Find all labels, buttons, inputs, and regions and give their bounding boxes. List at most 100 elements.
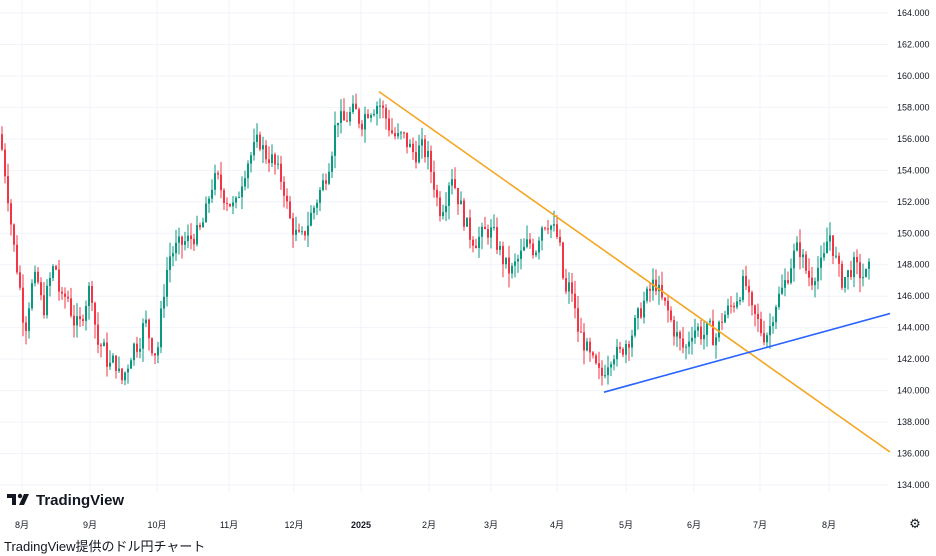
candle-body	[352, 103, 354, 113]
candle-body	[166, 269, 168, 297]
candle-body	[631, 335, 633, 348]
candle-body	[472, 239, 474, 246]
candle-body	[127, 368, 129, 373]
candle-body	[19, 272, 21, 288]
x-tick-label: 6月	[687, 520, 701, 530]
candle-body	[85, 306, 87, 321]
candle-body	[373, 113, 375, 116]
candle-body	[253, 142, 255, 156]
candle-body	[826, 241, 828, 254]
candlesticks	[1, 93, 870, 386]
candle-body	[772, 322, 774, 327]
candle-body	[196, 225, 198, 245]
candle-body	[757, 313, 759, 320]
candle-body	[73, 315, 75, 326]
candle-body	[124, 372, 126, 381]
candle-body	[160, 308, 162, 348]
candle-body	[868, 261, 870, 269]
candle-body	[853, 257, 855, 277]
candle-body	[640, 308, 642, 318]
candle-body	[604, 375, 606, 377]
candle-body	[130, 360, 132, 369]
candle-body	[190, 235, 192, 240]
candle-body	[247, 163, 249, 179]
candle-body	[52, 266, 54, 278]
candle-body	[22, 287, 24, 323]
candle-body	[532, 243, 534, 256]
candle-body	[154, 353, 156, 356]
candle-body	[28, 308, 30, 331]
candle-body	[511, 265, 513, 274]
candle-body	[388, 118, 390, 131]
candle-body	[205, 203, 207, 223]
price-chart[interactable]: 164.000 162.000 160.000 158.000 156.000 154.0…	[0, 0, 936, 530]
candle-body	[841, 263, 843, 288]
x-tick-label: 4月	[550, 520, 564, 530]
candle-body	[82, 319, 84, 321]
candle-body	[385, 107, 387, 119]
trendline	[378, 91, 891, 453]
candle-body	[724, 314, 726, 323]
candle-body	[148, 319, 150, 339]
candle-body	[658, 284, 660, 292]
candle-body	[742, 275, 744, 300]
candle-body	[364, 114, 366, 130]
candle-body	[637, 308, 639, 318]
candle-body	[280, 163, 282, 182]
y-tick-label: 150.000	[897, 228, 930, 238]
candle-body	[37, 271, 39, 283]
candle-body	[817, 267, 819, 282]
candle-body	[538, 240, 540, 253]
candle-body	[517, 258, 519, 262]
candle-body	[808, 270, 810, 278]
candle-body	[88, 285, 90, 307]
candle-body	[64, 293, 66, 297]
candle-body	[301, 231, 303, 233]
candle-body	[55, 266, 57, 270]
candle-body	[451, 179, 453, 186]
y-tick-label: 134.000	[897, 480, 930, 490]
gear-icon[interactable]: ⚙	[909, 516, 921, 531]
candle-body	[181, 236, 183, 245]
candle-body	[208, 198, 210, 204]
candle-body	[109, 362, 111, 367]
candle-body	[379, 105, 381, 107]
candle-body	[838, 255, 840, 264]
candle-body	[799, 242, 801, 258]
candle-body	[847, 270, 849, 278]
candle-body	[574, 293, 576, 309]
candle-body	[397, 133, 399, 137]
candle-body	[730, 305, 732, 307]
x-tick-label: 10月	[147, 520, 166, 530]
candle-body	[139, 348, 141, 352]
candle-body	[502, 246, 504, 265]
candle-body	[184, 241, 186, 245]
candle-body	[820, 257, 822, 268]
candle-body	[709, 320, 711, 323]
candle-body	[316, 202, 318, 208]
candle-body	[805, 254, 807, 271]
candle-body	[121, 368, 123, 381]
candle-body	[142, 323, 144, 349]
candle-body	[259, 134, 261, 150]
candle-body	[565, 278, 567, 292]
candle-body	[550, 225, 552, 230]
candle-body	[622, 348, 624, 355]
candle-body	[655, 279, 657, 292]
candle-body	[355, 103, 357, 110]
candle-body	[478, 236, 480, 249]
candle-body	[619, 346, 621, 349]
candle-body	[856, 257, 858, 263]
candle-body	[211, 189, 213, 199]
candle-body	[349, 112, 351, 122]
y-tick-label: 152.000	[897, 197, 930, 207]
y-tick-label: 144.000	[897, 323, 930, 333]
candle-body	[760, 319, 762, 334]
candle-body	[589, 341, 591, 353]
candle-body	[529, 239, 531, 244]
y-tick-label: 138.000	[897, 417, 930, 427]
candle-body	[343, 111, 345, 121]
candle-body	[400, 132, 402, 134]
candle-body	[67, 296, 69, 299]
candle-body	[274, 154, 276, 165]
